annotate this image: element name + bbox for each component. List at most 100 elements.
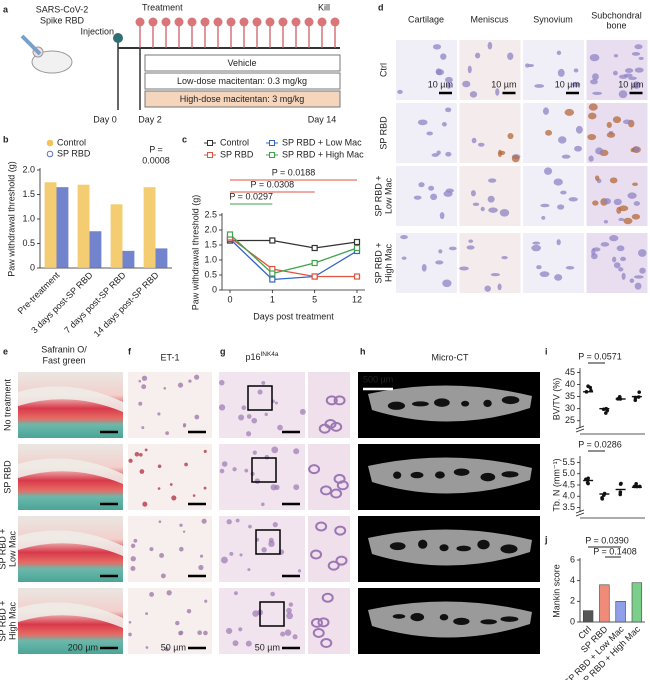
- cell: [158, 520, 162, 524]
- cell: [277, 424, 283, 431]
- cell: [613, 262, 621, 269]
- bone-pore: [418, 539, 428, 549]
- legend-marker: [269, 152, 275, 158]
- p-value: P = 0.0188: [272, 167, 316, 177]
- treatment-pin-head: [174, 17, 184, 27]
- cell: [421, 264, 427, 272]
- cell: [203, 630, 208, 636]
- cell: [634, 44, 643, 50]
- p-value: P = 0.0571: [578, 351, 622, 361]
- zoom-box: [251, 457, 277, 483]
- cell: [545, 129, 553, 136]
- treatment-pin-head: [239, 17, 249, 27]
- cell: [623, 119, 632, 125]
- zoom-cell: [327, 560, 340, 571]
- cell: [462, 80, 471, 88]
- marker: [353, 238, 361, 246]
- zoom-cell: [325, 395, 338, 406]
- cell: [138, 401, 143, 406]
- cell: [621, 272, 626, 280]
- marker: [311, 273, 318, 280]
- cell: [246, 414, 252, 419]
- y-tick-label: 1.5: [204, 239, 217, 249]
- cell: [232, 640, 239, 647]
- tissue-shape: [18, 458, 123, 484]
- cell: [204, 599, 208, 603]
- cell: [606, 121, 612, 129]
- cell: [165, 431, 169, 436]
- cell: [280, 631, 286, 637]
- cell: [507, 133, 514, 140]
- cell: [272, 522, 278, 528]
- y-tick-label: 0: [30, 262, 35, 272]
- row-label-group: SP RBD +High Mac: [373, 242, 393, 283]
- micrograph: [128, 588, 212, 654]
- panel-letter: g: [220, 346, 226, 356]
- row-label-group: SP RBD: [378, 116, 388, 150]
- bone-pore: [393, 471, 402, 479]
- row-label: SP RBD: [378, 116, 388, 150]
- column-title: Micro-CT: [432, 352, 469, 362]
- marker: [353, 244, 361, 252]
- bone-pore: [456, 545, 471, 552]
- y-tick-label: 1.5: [22, 189, 35, 199]
- cell: [612, 116, 622, 124]
- cell: [556, 50, 562, 56]
- cell: [592, 73, 599, 81]
- bone-pore: [411, 401, 429, 407]
- y-axis-label: Paw withdrawal threshold (g): [190, 195, 200, 311]
- sample-dot: [602, 491, 607, 496]
- y-axis-label: Mankin score: [551, 564, 561, 618]
- cell: [431, 153, 439, 157]
- cell: [445, 151, 452, 157]
- cell: [264, 454, 270, 460]
- scale-bar-label: 10 µm: [428, 79, 453, 89]
- scale-bar-label: 200 µm: [68, 642, 98, 652]
- cell: [238, 627, 243, 632]
- cell: [623, 73, 633, 78]
- cell: [245, 640, 252, 647]
- p-value: P = 0.0390: [585, 535, 629, 545]
- column-label: Cartilage: [408, 14, 444, 24]
- cell: [634, 67, 644, 73]
- treatment-pin-head: [330, 17, 340, 27]
- bar: [599, 584, 610, 623]
- y-tick-label: 5.5: [562, 457, 575, 467]
- cell: [192, 494, 196, 497]
- x-tick-label: 7 days post-SP RBD: [62, 270, 128, 336]
- row-label: High Mac: [383, 243, 393, 282]
- cell: [179, 523, 183, 527]
- group-label: Low-dose macitentan: 0.3 mg/kg: [177, 76, 307, 86]
- cell: [472, 202, 480, 206]
- legend-marker: [46, 150, 54, 158]
- cell: [261, 380, 266, 385]
- cell: [251, 417, 258, 424]
- cell: [632, 81, 641, 89]
- cell: [541, 216, 546, 220]
- cell: [629, 278, 635, 283]
- legend-label: SP RBD: [57, 148, 91, 158]
- cell: [160, 573, 166, 579]
- cell: [194, 414, 200, 420]
- x-tick-label: 12: [352, 294, 362, 304]
- cell: [631, 52, 641, 56]
- row-label-group: SP RBD +High Mac: [0, 600, 17, 641]
- cell: [466, 245, 475, 250]
- bone-pore: [392, 614, 406, 619]
- cell: [606, 132, 616, 138]
- bone-pore: [435, 471, 445, 479]
- bone-pore: [453, 617, 470, 626]
- marker: [311, 244, 318, 252]
- cell: [134, 451, 140, 457]
- cell: [175, 620, 180, 626]
- cell: [297, 569, 302, 573]
- cell: [471, 137, 477, 144]
- cell: [271, 446, 279, 454]
- bone-pore: [500, 544, 518, 554]
- cell: [246, 431, 252, 437]
- bone-pore: [439, 544, 449, 552]
- cell: [292, 634, 298, 640]
- cell: [633, 146, 639, 153]
- cell: [418, 182, 425, 188]
